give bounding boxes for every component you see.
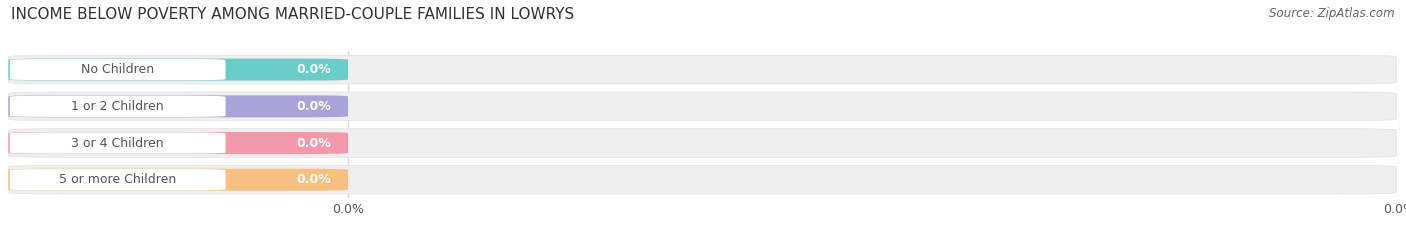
Text: 0.0%: 0.0% <box>297 173 332 186</box>
Text: No Children: No Children <box>82 63 155 76</box>
FancyBboxPatch shape <box>8 95 349 117</box>
FancyBboxPatch shape <box>8 58 349 81</box>
Text: 3 or 4 Children: 3 or 4 Children <box>72 137 165 150</box>
Text: 1 or 2 Children: 1 or 2 Children <box>72 100 165 113</box>
FancyBboxPatch shape <box>10 132 225 154</box>
Text: 5 or more Children: 5 or more Children <box>59 173 176 186</box>
FancyBboxPatch shape <box>10 169 225 190</box>
FancyBboxPatch shape <box>8 55 1396 84</box>
FancyBboxPatch shape <box>10 59 225 80</box>
Text: INCOME BELOW POVERTY AMONG MARRIED-COUPLE FAMILIES IN LOWRYS: INCOME BELOW POVERTY AMONG MARRIED-COUPL… <box>11 7 575 22</box>
FancyBboxPatch shape <box>8 169 349 191</box>
FancyBboxPatch shape <box>10 96 225 117</box>
Text: 0.0%: 0.0% <box>297 63 332 76</box>
Text: Source: ZipAtlas.com: Source: ZipAtlas.com <box>1270 7 1395 20</box>
FancyBboxPatch shape <box>8 132 349 154</box>
Text: 0.0%: 0.0% <box>297 137 332 150</box>
FancyBboxPatch shape <box>8 129 1396 157</box>
FancyBboxPatch shape <box>8 165 1396 194</box>
FancyBboxPatch shape <box>8 92 1396 121</box>
Text: 0.0%: 0.0% <box>297 100 332 113</box>
